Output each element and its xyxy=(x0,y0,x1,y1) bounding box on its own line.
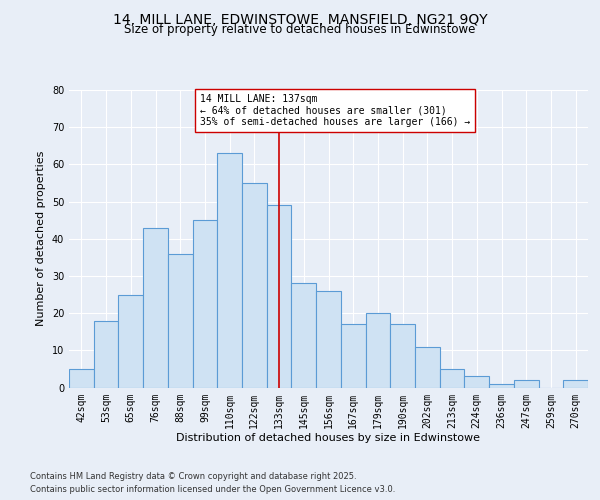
Bar xyxy=(440,369,464,388)
Y-axis label: Number of detached properties: Number of detached properties xyxy=(36,151,46,326)
Text: Size of property relative to detached houses in Edwinstowe: Size of property relative to detached ho… xyxy=(124,22,476,36)
Bar xyxy=(464,376,489,388)
Bar xyxy=(365,313,390,388)
Bar xyxy=(242,183,267,388)
Bar xyxy=(118,294,143,388)
Bar xyxy=(217,153,242,388)
Bar xyxy=(143,228,168,388)
Bar xyxy=(94,320,118,388)
Bar xyxy=(489,384,514,388)
Bar xyxy=(514,380,539,388)
X-axis label: Distribution of detached houses by size in Edwinstowe: Distribution of detached houses by size … xyxy=(176,433,481,443)
Bar xyxy=(341,324,365,388)
Text: 14 MILL LANE: 137sqm
← 64% of detached houses are smaller (301)
35% of semi-deta: 14 MILL LANE: 137sqm ← 64% of detached h… xyxy=(200,94,470,127)
Bar xyxy=(390,324,415,388)
Bar xyxy=(267,206,292,388)
Bar xyxy=(292,284,316,388)
Bar xyxy=(415,346,440,388)
Bar xyxy=(69,369,94,388)
Bar xyxy=(168,254,193,388)
Text: Contains HM Land Registry data © Crown copyright and database right 2025.: Contains HM Land Registry data © Crown c… xyxy=(30,472,356,481)
Text: 14, MILL LANE, EDWINSTOWE, MANSFIELD, NG21 9QY: 14, MILL LANE, EDWINSTOWE, MANSFIELD, NG… xyxy=(113,12,487,26)
Bar xyxy=(316,291,341,388)
Bar xyxy=(563,380,588,388)
Text: Contains public sector information licensed under the Open Government Licence v3: Contains public sector information licen… xyxy=(30,485,395,494)
Bar xyxy=(193,220,217,388)
